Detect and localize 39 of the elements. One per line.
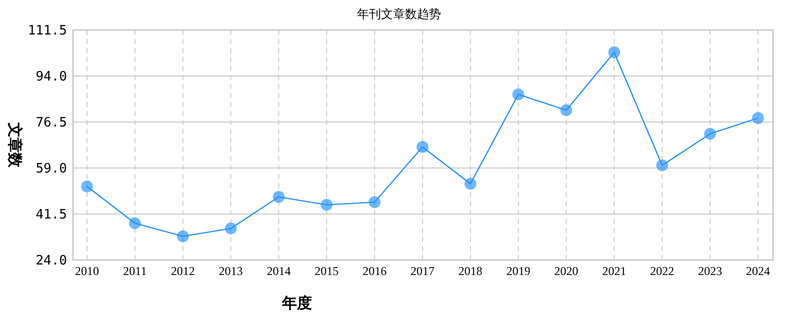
x-tick-label: 2016: [362, 264, 387, 278]
x-tick-label: 2017: [410, 264, 434, 278]
x-tick-label: 2015: [314, 264, 339, 278]
y-tick-label: 94.0: [36, 70, 67, 85]
point: [560, 104, 572, 116]
point: [416, 141, 428, 153]
x-tick-label: 2020: [554, 264, 578, 278]
x-axis-title: 年度: [281, 294, 312, 312]
x-tick-label: 2023: [698, 264, 722, 278]
y-tick-label: 24.0: [36, 254, 67, 269]
x-tick-label: 2014: [266, 264, 291, 278]
y-tick-label: 59.0: [36, 162, 67, 177]
point: [656, 159, 668, 172]
point: [272, 191, 285, 203]
point: [176, 230, 189, 242]
x-tick-label: 2018: [458, 264, 482, 278]
point: [368, 196, 380, 208]
y-tick-label: 76.5: [36, 116, 67, 131]
x-tick-label: 2024: [746, 264, 770, 278]
x-tick-label: 2013: [218, 264, 243, 278]
point: [464, 178, 476, 190]
y-tick-label: 41.5: [36, 208, 67, 223]
point: [608, 46, 620, 58]
x-tick-label: 2012: [170, 264, 195, 278]
point: [704, 128, 716, 140]
x-tick-label: 2019: [506, 264, 530, 278]
point: [81, 180, 93, 192]
x-tick-label: 2010: [75, 264, 99, 278]
x-tick-label: 2022: [650, 264, 674, 278]
point: [224, 222, 237, 234]
point: [320, 198, 333, 211]
point: [752, 112, 764, 124]
y-tick-label: 111.5: [28, 24, 67, 39]
x-tick-label: 2021: [602, 264, 626, 278]
point: [129, 217, 141, 230]
x-tick-label: 2011: [123, 264, 147, 278]
y-axis-title: 文章数: [6, 122, 24, 168]
point: [512, 88, 524, 100]
chart-title: 年刊文章数趋势: [357, 7, 441, 21]
